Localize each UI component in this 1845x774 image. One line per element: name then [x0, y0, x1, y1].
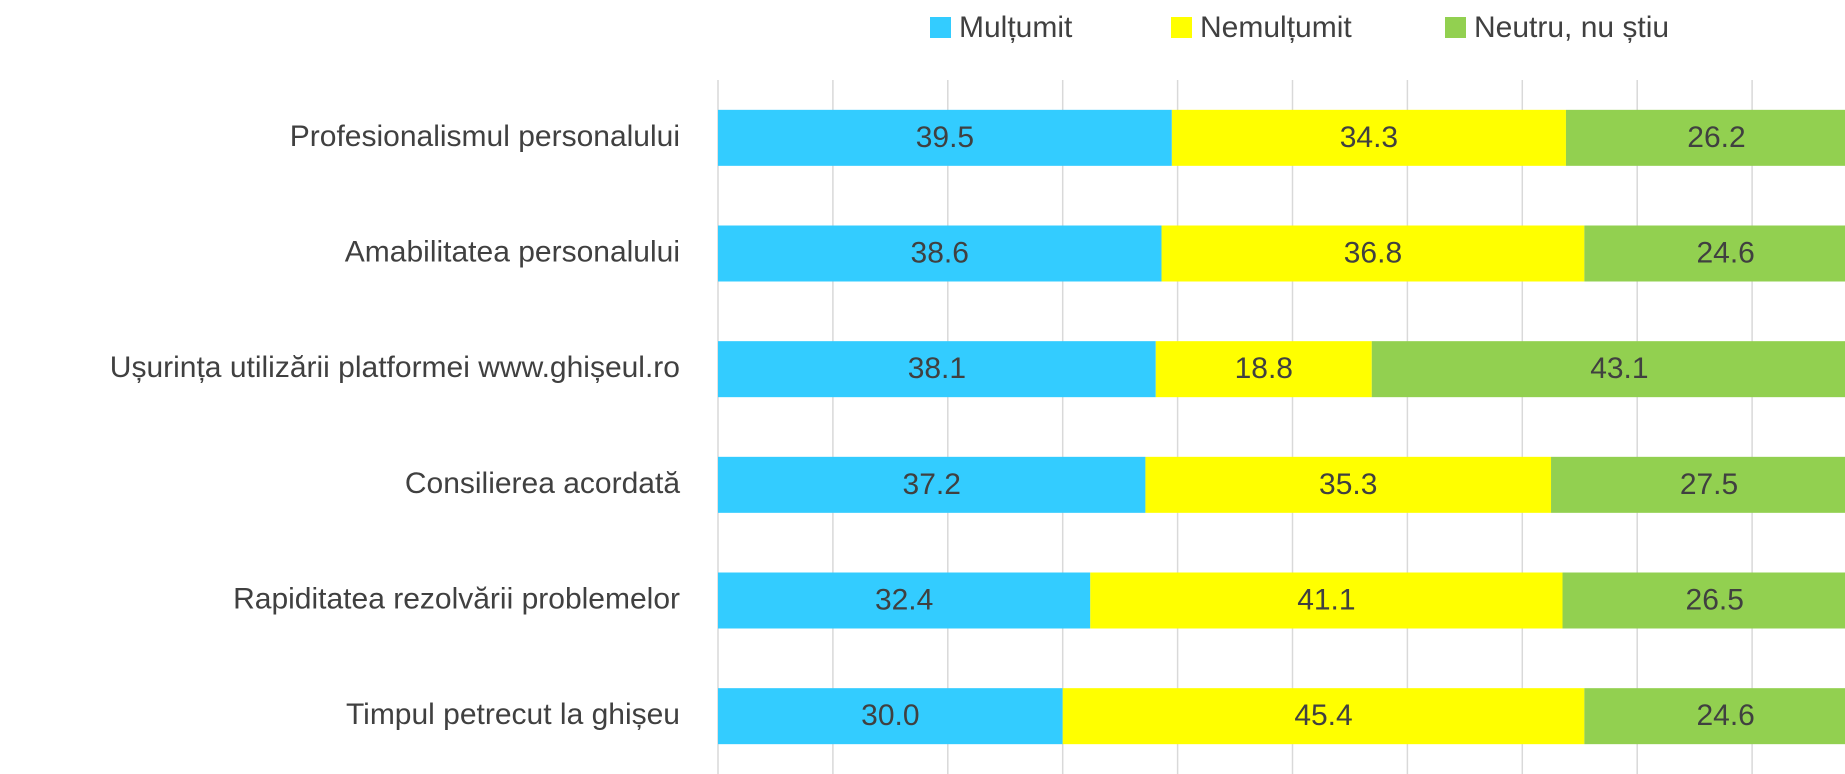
value-label: 32.4	[875, 583, 933, 616]
category-label: Ușurința utilizării platformei www.ghișe…	[110, 351, 680, 384]
value-label: 43.1	[1590, 352, 1648, 385]
bar-segment	[1155, 341, 1372, 398]
legend-label: Mulțumit	[959, 11, 1073, 44]
legend-label: Nemulțumit	[1200, 11, 1352, 44]
value-label: 26.5	[1686, 583, 1744, 616]
value-label: 41.1	[1297, 583, 1355, 616]
value-label: 38.6	[911, 236, 969, 269]
legend-label: Neutru, nu știu	[1474, 11, 1669, 44]
bar-segment	[718, 341, 1156, 398]
value-label: 26.2	[1687, 121, 1745, 154]
value-label: 39.5	[916, 121, 974, 154]
bar-segment	[1584, 225, 1845, 282]
bar-segment	[1371, 341, 1845, 398]
legend-swatch	[1445, 17, 1466, 38]
bar-segment	[1584, 688, 1845, 745]
bar-segment	[1062, 688, 1585, 745]
category-label: Consilierea acordată	[405, 467, 680, 500]
value-label: 27.5	[1680, 468, 1738, 501]
bar-segment	[1161, 225, 1585, 282]
legend-swatch	[1171, 17, 1192, 38]
bar-segment	[1565, 109, 1845, 166]
value-label: 24.6	[1696, 236, 1754, 269]
bar-segment	[1551, 456, 1845, 513]
bar-segment	[718, 225, 1162, 282]
value-label: 45.4	[1294, 699, 1352, 732]
bar-segment	[718, 109, 1172, 166]
category-label: Rapiditatea rezolvării problemelor	[233, 582, 680, 615]
category-label: Profesionalismul personalului	[290, 120, 680, 153]
category-label: Timpul petrecut la ghișeu	[346, 698, 680, 731]
bar-segment	[1090, 572, 1563, 629]
value-label: 38.1	[908, 352, 966, 385]
value-label: 24.6	[1696, 699, 1754, 732]
category-label: Amabilitatea personalului	[345, 235, 680, 268]
value-label: 30.0	[861, 699, 919, 732]
bar-segment	[718, 688, 1063, 745]
value-label: 37.2	[903, 468, 961, 501]
bar-segment	[1145, 456, 1552, 513]
bar-segment	[1562, 572, 1845, 629]
bar-segment	[1171, 109, 1566, 166]
bar-segment	[718, 572, 1091, 629]
bar-segment	[718, 456, 1146, 513]
value-label: 18.8	[1235, 352, 1293, 385]
value-label: 34.3	[1340, 121, 1398, 154]
value-label: 36.8	[1344, 236, 1402, 269]
legend-swatch	[930, 17, 951, 38]
value-label: 35.3	[1319, 468, 1377, 501]
